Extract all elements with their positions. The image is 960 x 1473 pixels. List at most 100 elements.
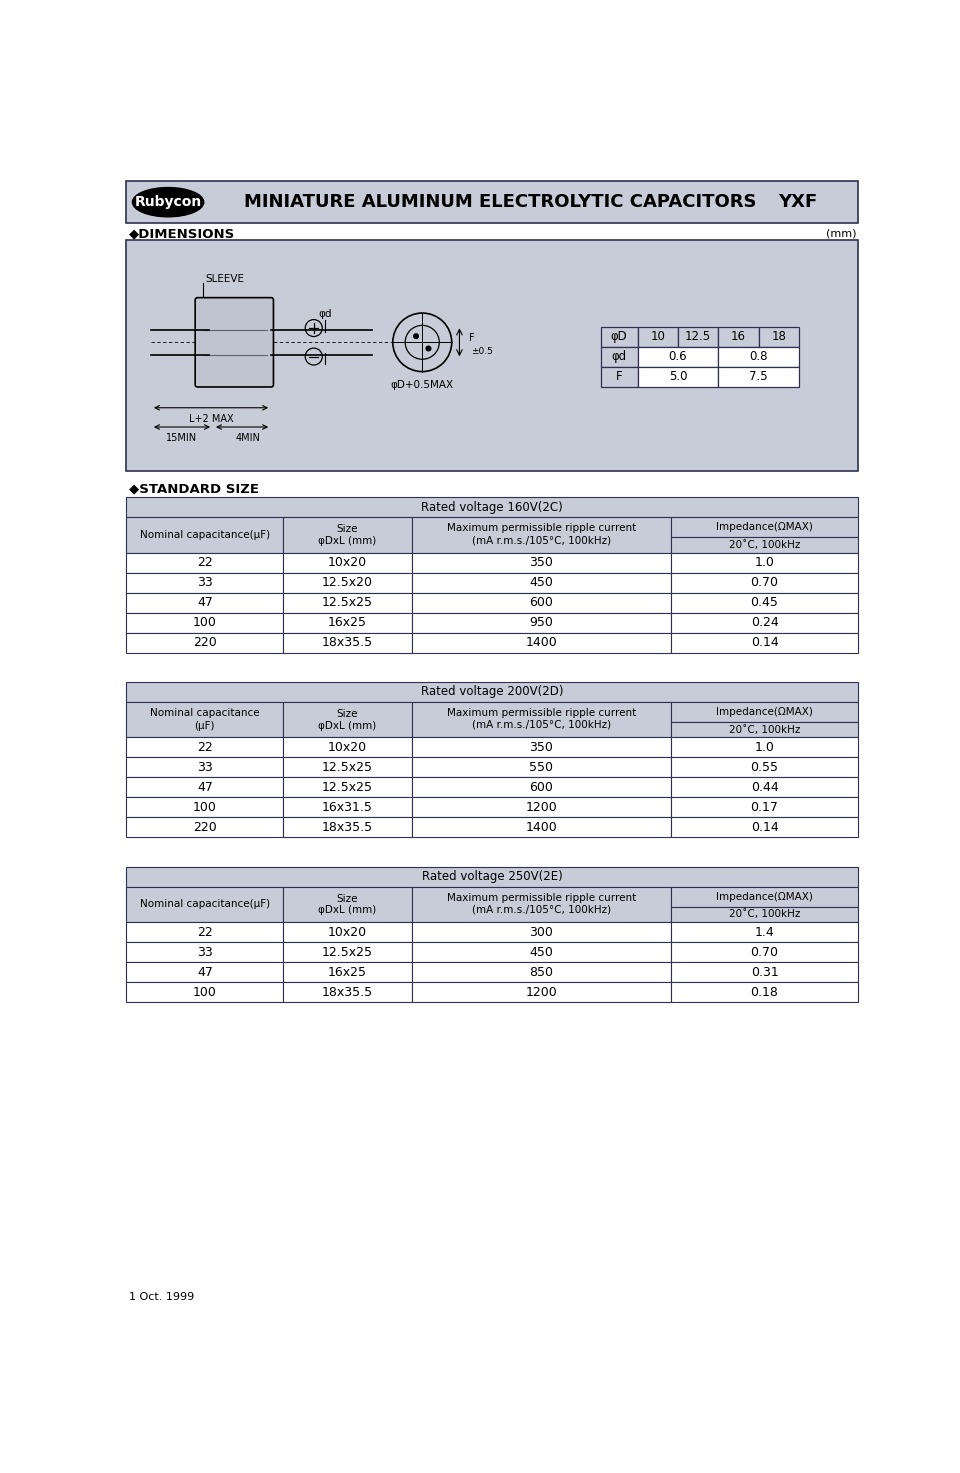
- Text: φDxL (mm): φDxL (mm): [319, 536, 376, 546]
- Text: MINIATURE ALUMINUM ELECTROLYTIC CAPACITORS: MINIATURE ALUMINUM ELECTROLYTIC CAPACITO…: [244, 193, 756, 211]
- Text: Impedance(ΩMAX): Impedance(ΩMAX): [716, 707, 813, 717]
- Bar: [283, 778, 412, 797]
- Bar: [283, 738, 412, 757]
- Bar: [718, 327, 758, 348]
- Bar: [283, 962, 412, 982]
- Bar: [412, 797, 671, 818]
- Text: 0.31: 0.31: [751, 966, 779, 978]
- Bar: [126, 181, 858, 222]
- Text: Size: Size: [337, 710, 358, 719]
- Text: 600: 600: [530, 597, 553, 608]
- Bar: [283, 592, 412, 613]
- Text: 0.44: 0.44: [751, 781, 779, 794]
- Text: 5.0: 5.0: [669, 371, 687, 383]
- Text: φDxL (mm): φDxL (mm): [319, 720, 376, 731]
- Bar: [412, 592, 671, 613]
- Text: Maximum permissible ripple current: Maximum permissible ripple current: [446, 523, 636, 533]
- Text: 33: 33: [197, 576, 213, 589]
- Text: 1 Oct. 1999: 1 Oct. 1999: [130, 1292, 195, 1302]
- Text: 0.70: 0.70: [751, 946, 779, 959]
- Text: 0.17: 0.17: [751, 801, 779, 815]
- Text: Nominal capacitance(μF): Nominal capacitance(μF): [140, 530, 270, 539]
- Text: (mA r.m.s./105°C, 100kHz): (mA r.m.s./105°C, 100kHz): [471, 904, 611, 915]
- Text: ±0.5: ±0.5: [471, 348, 492, 356]
- Bar: [718, 367, 799, 387]
- Text: ◆STANDARD SIZE: ◆STANDARD SIZE: [130, 483, 259, 496]
- Text: φDxL (mm): φDxL (mm): [319, 906, 376, 915]
- Bar: [126, 778, 283, 797]
- Bar: [671, 797, 858, 818]
- Bar: [126, 962, 283, 982]
- Text: 22: 22: [197, 555, 213, 569]
- Text: φd: φd: [319, 309, 332, 320]
- Bar: [126, 922, 283, 943]
- Bar: [671, 818, 858, 838]
- Text: 300: 300: [530, 925, 553, 938]
- Text: 33: 33: [197, 762, 213, 773]
- Text: 12.5x25: 12.5x25: [322, 946, 373, 959]
- Text: 33: 33: [197, 946, 213, 959]
- Text: Impedance(ΩMAX): Impedance(ΩMAX): [716, 891, 813, 901]
- Text: 20˚C, 100kHz: 20˚C, 100kHz: [729, 539, 801, 549]
- Text: Rated voltage 200V(2D): Rated voltage 200V(2D): [420, 685, 564, 698]
- Bar: [412, 818, 671, 838]
- Text: 10x20: 10x20: [328, 741, 367, 754]
- Bar: [671, 552, 858, 573]
- Bar: [283, 703, 412, 738]
- Text: 0.18: 0.18: [751, 985, 779, 999]
- Bar: [637, 348, 718, 367]
- Text: 450: 450: [530, 576, 553, 589]
- Bar: [671, 922, 858, 943]
- Text: 4MIN: 4MIN: [235, 433, 260, 443]
- Bar: [126, 738, 283, 757]
- Text: 10x20: 10x20: [328, 555, 367, 569]
- Bar: [126, 573, 283, 592]
- Bar: [126, 517, 283, 552]
- Text: Nominal capacitance(μF): Nominal capacitance(μF): [140, 900, 270, 909]
- Text: 0.14: 0.14: [751, 636, 779, 650]
- Text: 20˚C, 100kHz: 20˚C, 100kHz: [729, 725, 801, 735]
- Bar: [601, 327, 637, 348]
- Text: Nominal capacitance: Nominal capacitance: [150, 709, 259, 719]
- Circle shape: [414, 334, 419, 339]
- Text: 16x25: 16x25: [328, 616, 367, 629]
- Bar: [126, 866, 858, 887]
- Text: F: F: [615, 371, 622, 383]
- Text: 100: 100: [193, 801, 217, 815]
- Text: 350: 350: [530, 555, 553, 569]
- Text: 850: 850: [529, 966, 553, 978]
- Text: 12.5: 12.5: [685, 330, 711, 343]
- Text: F: F: [468, 333, 474, 343]
- Bar: [283, 943, 412, 962]
- Bar: [126, 613, 283, 632]
- Bar: [671, 757, 858, 778]
- Bar: [412, 922, 671, 943]
- Text: 12.5x20: 12.5x20: [322, 576, 373, 589]
- Text: 600: 600: [530, 781, 553, 794]
- Bar: [671, 943, 858, 962]
- Bar: [671, 573, 858, 592]
- Text: 22: 22: [197, 925, 213, 938]
- Bar: [671, 982, 858, 1002]
- Text: Size: Size: [337, 894, 358, 904]
- Text: 100: 100: [193, 616, 217, 629]
- Text: 16x25: 16x25: [328, 966, 367, 978]
- Bar: [126, 496, 858, 517]
- Text: 0.55: 0.55: [751, 762, 779, 773]
- Text: 12.5x25: 12.5x25: [322, 762, 373, 773]
- Bar: [671, 907, 858, 922]
- Bar: [671, 613, 858, 632]
- Bar: [637, 327, 678, 348]
- Text: 550: 550: [529, 762, 553, 773]
- Text: 0.70: 0.70: [751, 576, 779, 589]
- Bar: [718, 348, 799, 367]
- Bar: [671, 887, 858, 907]
- Text: YXF: YXF: [779, 193, 818, 211]
- Text: 1.0: 1.0: [755, 555, 775, 569]
- Text: 1.4: 1.4: [755, 925, 775, 938]
- Text: 18x35.5: 18x35.5: [322, 985, 373, 999]
- Bar: [126, 982, 283, 1002]
- Text: 0.24: 0.24: [751, 616, 779, 629]
- Bar: [412, 632, 671, 653]
- Bar: [283, 757, 412, 778]
